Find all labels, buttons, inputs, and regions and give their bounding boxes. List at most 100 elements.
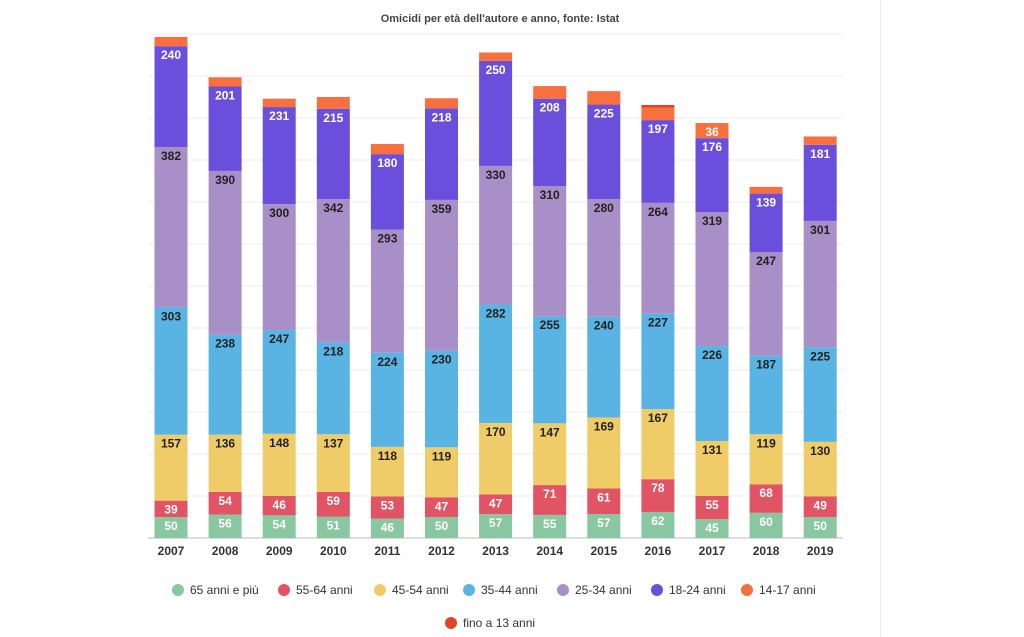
bar-segment[interactable] [803,517,837,538]
bar-segment[interactable] [262,107,296,205]
bar-segment[interactable] [479,165,513,305]
bar-segment[interactable] [208,334,242,435]
bar-segment[interactable] [479,60,513,166]
bar-segment[interactable] [208,434,242,492]
legend-item[interactable]: 14-17 anni [741,583,816,597]
bar-segment[interactable] [154,36,188,47]
bar-segment[interactable] [208,170,242,335]
bar-segment[interactable] [803,441,837,497]
bar-segment[interactable] [803,136,837,145]
bar-segment[interactable] [316,97,350,109]
legend-item[interactable]: 25-34 anni [557,583,632,597]
bar-segment[interactable] [641,107,675,121]
bar-segment[interactable] [695,138,729,213]
legend-item[interactable]: fino a 13 anni [445,616,535,630]
bar-segment[interactable] [208,491,242,515]
bar-segment[interactable] [316,342,350,435]
bar-segment[interactable] [641,409,675,480]
bar-segment[interactable] [316,434,350,492]
bar-segment[interactable] [316,516,350,538]
bar-segment[interactable] [154,46,188,147]
bar-segment[interactable] [370,446,404,497]
bar-segment[interactable] [533,423,567,486]
bar-segment[interactable] [370,352,404,447]
bar-segment[interactable] [803,144,837,221]
bar-segment[interactable] [749,251,783,356]
bar-segment[interactable] [641,313,675,410]
bar-segment[interactable] [479,422,513,495]
bar-segment[interactable] [208,77,242,87]
bar-segment[interactable] [641,511,675,538]
bar-segment[interactable] [425,350,458,448]
bar-segment[interactable] [803,496,837,517]
bar-segment[interactable] [533,98,567,187]
bar-segment[interactable] [641,104,675,108]
bar-segment[interactable] [587,91,621,105]
bar-segment[interactable] [695,519,729,538]
bar-segment[interactable] [695,123,729,139]
bar-segment[interactable] [425,447,458,498]
bar-segment[interactable] [587,514,621,538]
bar-segment[interactable] [641,202,675,314]
bar-segment[interactable] [425,517,458,538]
bar-segment[interactable] [316,199,350,343]
bar-segment[interactable] [479,494,513,515]
bar-segment[interactable] [262,433,296,496]
bar-segment[interactable] [533,186,567,317]
bar-segment[interactable] [370,518,404,538]
bar-segment[interactable] [154,500,188,517]
bar-segment[interactable] [533,86,567,99]
bar-segment[interactable] [803,347,837,442]
bar-segment[interactable] [425,497,458,517]
bar-segment[interactable] [262,515,296,538]
bar-segment[interactable] [479,52,513,61]
bar-segment[interactable] [262,98,296,108]
legend-item[interactable]: 45-54 anni [374,583,449,597]
bar-segment[interactable] [479,514,513,538]
bar-segment[interactable] [749,512,783,538]
bar-segment[interactable] [803,220,837,348]
bar-segment[interactable] [425,199,458,351]
bar-segment[interactable] [641,120,675,203]
bar-segment[interactable] [695,346,729,441]
bar-segment[interactable] [425,98,458,109]
bar-segment[interactable] [749,193,783,252]
bar-segment[interactable] [749,355,783,435]
bar-segment[interactable] [316,491,350,517]
legend-item[interactable]: 35-44 anni [463,583,538,597]
legend-item[interactable]: 18-24 anni [651,583,726,597]
bar-segment[interactable] [533,485,567,515]
bar-segment[interactable] [154,434,188,501]
bar-segment[interactable] [262,496,296,516]
bar-segment[interactable] [749,434,783,485]
bar-segment[interactable] [695,212,729,347]
bar-segment[interactable] [154,517,188,538]
bar-segment[interactable] [370,154,404,230]
bar-segment[interactable] [370,229,404,353]
bar-segment[interactable] [587,104,621,200]
bar-segment[interactable] [208,86,242,171]
legend-item[interactable]: 65 anni e più [172,583,259,597]
bar-segment[interactable] [533,514,567,538]
bar-segment[interactable] [749,484,783,513]
bar-segment[interactable] [587,199,621,317]
bar-segment[interactable] [533,316,567,424]
bar-segment[interactable] [154,146,188,308]
bar-segment[interactable] [587,488,621,515]
bar-segment[interactable] [262,204,296,331]
bar-segment[interactable] [370,496,404,519]
bar-segment[interactable] [208,514,242,538]
bar-segment[interactable] [695,440,729,496]
bar-segment[interactable] [695,496,729,520]
legend-item[interactable]: 55-64 anni [278,583,353,597]
bar-segment[interactable] [370,144,404,155]
bar-segment[interactable] [262,330,296,434]
bar-segment[interactable] [425,108,458,200]
bar-segment[interactable] [316,108,350,200]
bar-segment[interactable] [587,417,621,489]
bar-segment[interactable] [479,304,513,423]
bar-segment[interactable] [641,479,675,512]
bar-segment[interactable] [749,186,783,194]
bar-segment[interactable] [587,316,621,418]
bar-segment[interactable] [154,307,188,435]
